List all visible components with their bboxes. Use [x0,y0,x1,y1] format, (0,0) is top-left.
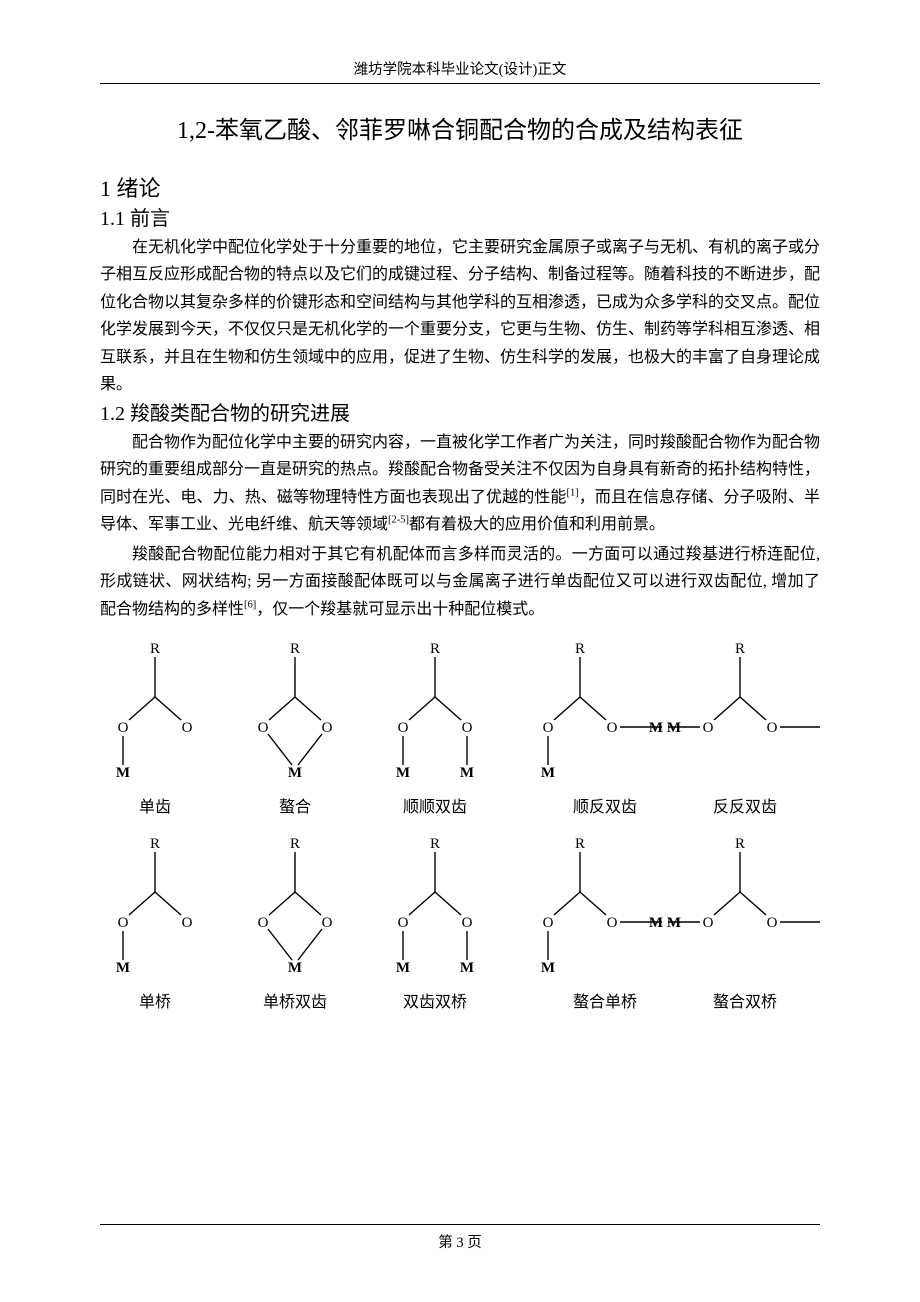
section-1-1-para: 在无机化学中配位化学处于十分重要的地位，它主要研究金属原子或离子与无机、有机的离… [100,234,820,399]
section-1-num: 1 [100,176,111,201]
svg-text:O: O [462,915,473,931]
section-1-2-heading: 1.2 羧酸类配合物的研究进展 [100,401,820,427]
svg-text:O: O [543,720,554,736]
svg-text:单桥: 单桥 [139,993,171,1011]
svg-text:反反双齿: 反反双齿 [713,798,777,816]
section-1-1-heading: 1.1 前言 [100,206,820,232]
p2b: ，仅一个羧基就可显示出十种配位模式。 [256,601,544,618]
svg-text:M: M [667,915,681,931]
section-1-heading: 1 绪论 [100,175,820,204]
svg-text:O: O [767,720,778,736]
svg-text:O: O [398,720,409,736]
coordination-modes-figure: ROOM单齿ROOM螯合ROOMM顺顺双齿ROOMM顺反双齿ROOMM反反双齿R… [100,637,820,1027]
svg-text:M: M [541,960,555,976]
svg-text:O: O [703,720,714,736]
svg-text:M: M [396,960,410,976]
svg-text:O: O [607,915,618,931]
svg-text:M: M [116,765,130,781]
svg-text:单齿: 单齿 [139,798,171,816]
svg-text:R: R [430,836,440,852]
svg-text:M: M [288,960,302,976]
svg-text:O: O [703,915,714,931]
section-1-1-label: 前言 [130,208,170,230]
svg-text:M: M [460,960,474,976]
svg-text:R: R [575,641,585,657]
coordination-modes-svg: ROOM单齿ROOM螯合ROOMM顺顺双齿ROOMM顺反双齿ROOMM反反双齿R… [100,637,820,1027]
svg-text:O: O [118,720,129,736]
section-1-2-para1: 配合物作为配位化学中主要的研究内容，一直被化学工作者广为关注，同时羧酸配合物作为… [100,429,820,539]
footer-rule [100,1224,820,1225]
svg-text:单桥双齿: 单桥双齿 [263,993,327,1011]
p1c: 都有着极大的应用价值和利用前景。 [409,516,665,533]
section-1-2-para2: 羧酸配合物配位能力相对于其它有机配体而言多样而灵活的。一方面可以通过羧基进行桥连… [100,541,820,624]
section-1-1-num: 1.1 [100,208,125,230]
svg-text:R: R [150,836,160,852]
svg-text:O: O [322,915,333,931]
svg-text:O: O [118,915,129,931]
svg-text:O: O [258,720,269,736]
svg-text:R: R [430,641,440,657]
ref-2-5: [2-5] [388,515,409,526]
svg-text:螯合: 螯合 [279,798,311,816]
ref-1: [1] [566,487,578,498]
page-header: 潍坊学院本科毕业论文(设计)正文 [100,58,820,79]
svg-text:O: O [258,915,269,931]
svg-text:M: M [460,765,474,781]
svg-text:螯合单桥: 螯合单桥 [573,993,637,1011]
svg-text:M: M [649,915,663,931]
svg-text:O: O [322,720,333,736]
ref-6: [6] [244,599,256,610]
section-1-2-num: 1.2 [100,403,125,425]
svg-text:螯合双桥: 螯合双桥 [713,993,777,1011]
svg-text:顺反双齿: 顺反双齿 [573,798,637,816]
svg-text:O: O [398,915,409,931]
svg-text:双齿双桥: 双齿双桥 [403,993,467,1011]
svg-text:O: O [182,720,193,736]
paper-title: 1,2-苯氧乙酸、邻菲罗啉合铜配合物的合成及结构表征 [100,110,820,145]
svg-text:M: M [541,765,555,781]
header-rule [100,83,820,84]
svg-text:O: O [462,720,473,736]
page-footer: 第 3 页 [100,1231,820,1252]
svg-text:O: O [182,915,193,931]
page-footer-area: 第 3 页 [100,1224,820,1252]
svg-text:R: R [290,641,300,657]
svg-text:M: M [649,720,663,736]
svg-text:O: O [543,915,554,931]
svg-text:M: M [667,720,681,736]
svg-text:R: R [735,641,745,657]
svg-text:R: R [575,836,585,852]
svg-text:M: M [288,765,302,781]
svg-text:R: R [290,836,300,852]
svg-text:O: O [767,915,778,931]
svg-text:M: M [396,765,410,781]
svg-text:顺顺双齿: 顺顺双齿 [403,798,467,816]
section-1-label: 绪论 [117,176,161,201]
svg-text:M: M [116,960,130,976]
svg-text:R: R [735,836,745,852]
svg-text:R: R [150,641,160,657]
section-1-2-label: 羧酸类配合物的研究进展 [130,403,350,425]
svg-text:O: O [607,720,618,736]
